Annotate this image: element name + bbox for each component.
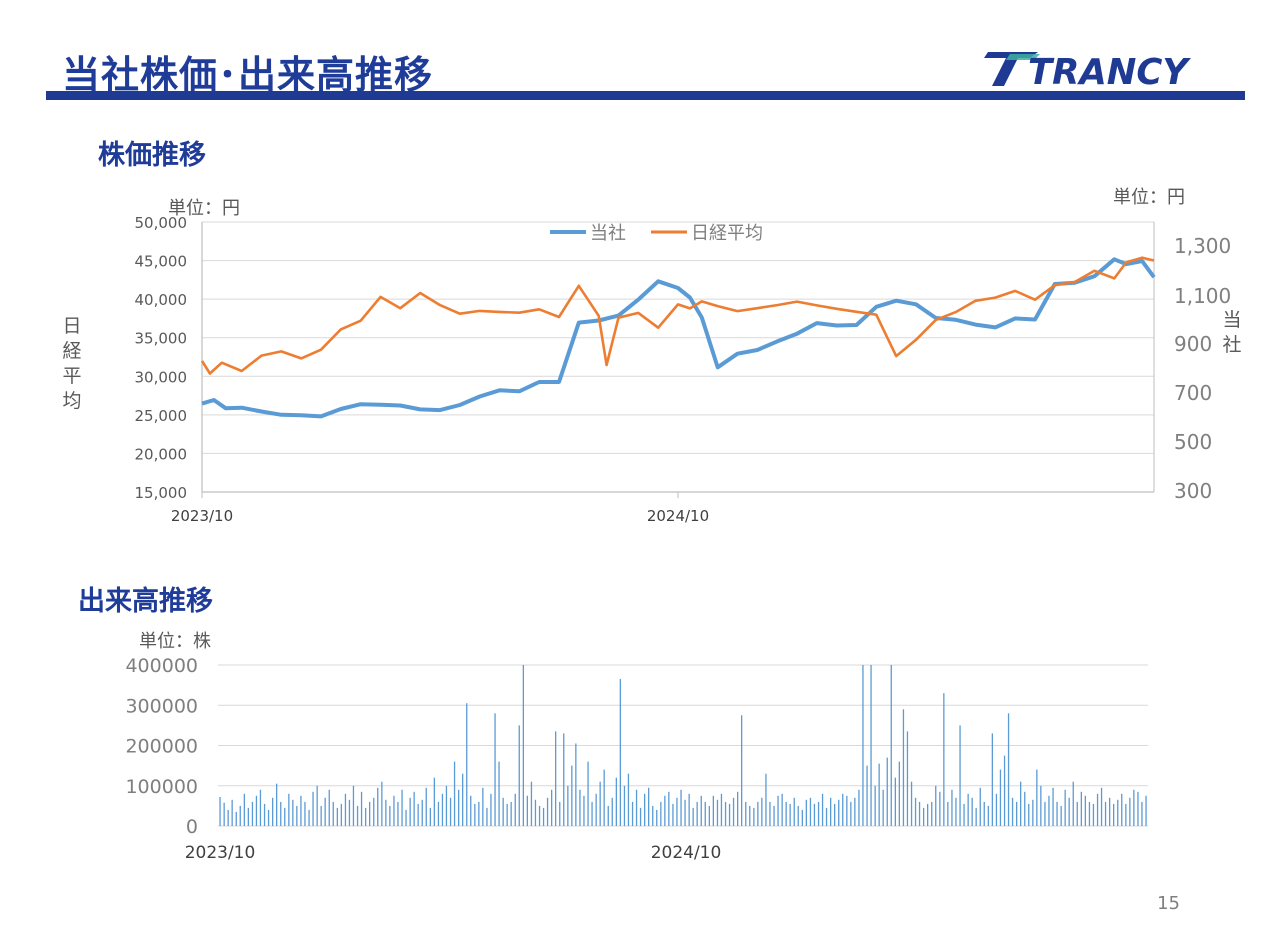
page-title: 当社株価･出来高推移 bbox=[62, 53, 434, 97]
x-tick-label: 2023/10 bbox=[171, 507, 233, 525]
price-unit-left: 単位：円 bbox=[168, 198, 240, 219]
title-divider bbox=[46, 91, 1245, 100]
right-tick-label: 1,300 bbox=[1174, 234, 1231, 258]
logo-wordmark: TRANCY bbox=[1028, 52, 1192, 88]
x-tick-label: 2024/10 bbox=[647, 507, 709, 525]
right-tick-label: 700 bbox=[1174, 381, 1212, 405]
left-axis-title: 日経平均 bbox=[62, 315, 82, 412]
price-section-heading: 株価推移 bbox=[98, 140, 206, 171]
left-tick-label: 25,000 bbox=[135, 407, 188, 425]
left-tick-label: 20,000 bbox=[135, 445, 188, 463]
right-axis-title: 当社 bbox=[1222, 309, 1242, 356]
right-tick-label: 500 bbox=[1174, 430, 1212, 454]
left-tick-label: 15,000 bbox=[135, 484, 188, 502]
series-line-company bbox=[201, 257, 1156, 419]
right-tick-label: 1,100 bbox=[1174, 284, 1231, 308]
legend-label: 日経平均 bbox=[691, 223, 763, 244]
trancy-logo: TRANCY bbox=[984, 52, 1192, 88]
page-number: 15 bbox=[1157, 893, 1180, 914]
volume-unit: 単位：株 bbox=[139, 631, 211, 652]
legend-label: 当社 bbox=[590, 223, 626, 244]
left-tick-label: 45,000 bbox=[135, 253, 188, 271]
right-tick-label: 900 bbox=[1174, 332, 1212, 356]
price-unit-right: 単位：円 bbox=[1113, 187, 1185, 208]
series-line-nikkei bbox=[200, 256, 1155, 375]
left-tick-label: 35,000 bbox=[135, 330, 188, 348]
left-tick-label: 40,000 bbox=[135, 291, 188, 309]
right-tick-label: 300 bbox=[1174, 479, 1212, 503]
left-tick-label: 50,000 bbox=[135, 214, 188, 232]
volume-section-heading: 出来高推移 bbox=[78, 586, 213, 617]
left-tick-label: 30,000 bbox=[135, 368, 188, 386]
